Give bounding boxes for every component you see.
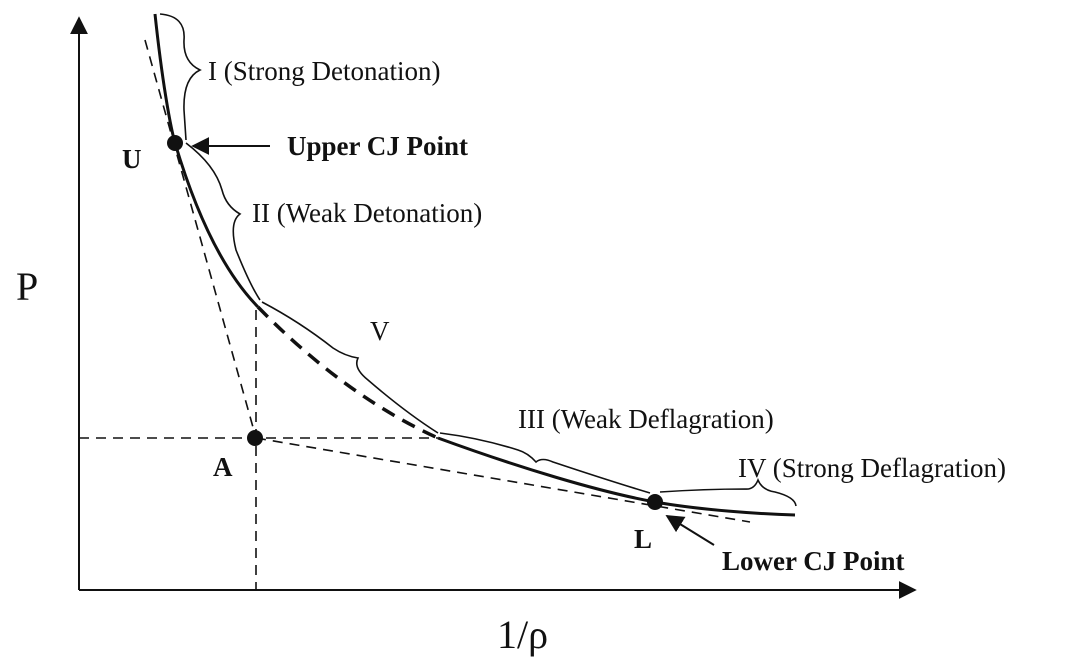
lower-cj-dot: [647, 494, 663, 510]
region-label-strong-deflagration: IV (Strong Deflagration): [738, 453, 1006, 483]
point-label-lower: L: [634, 524, 652, 554]
y-axis-label: P: [16, 264, 38, 309]
brace-strong-deflagration: [659, 477, 797, 507]
point-label-initial: A: [213, 452, 233, 482]
region-label-weak-detonation: II (Weak Detonation): [252, 198, 482, 228]
upper-rayleigh-line: [144, 39, 257, 439]
upper-cj-dot: [167, 135, 183, 151]
brace-weak-deflagration: [439, 432, 651, 494]
region-label-strong-detonation: I (Strong Detonation): [208, 56, 440, 86]
point-label-upper: U: [122, 144, 142, 174]
region-label-weak-deflagration: III (Weak Deflagration): [518, 404, 774, 434]
lower-rayleigh-line: [255, 437, 751, 523]
key-points: [167, 135, 663, 510]
lower-cj-callout: Lower CJ Point: [722, 546, 905, 576]
region-braces: [159, 13, 797, 507]
callout-arrows: [191, 137, 715, 546]
upper-cj-callout: Upper CJ Point: [287, 131, 468, 161]
lower-cj-arrow: [665, 515, 715, 546]
deflagration-branch: [437, 436, 796, 517]
forbidden-branch: [256, 305, 439, 440]
region-label-forbidden: V: [370, 316, 390, 346]
brace-forbidden: [261, 301, 439, 434]
initial-state-dot: [247, 430, 263, 446]
brace-weak-detonation: [185, 142, 261, 301]
x-axis-label: 1/ρ: [497, 612, 548, 657]
axes: [70, 16, 917, 599]
brace-strong-detonation: [159, 13, 202, 141]
